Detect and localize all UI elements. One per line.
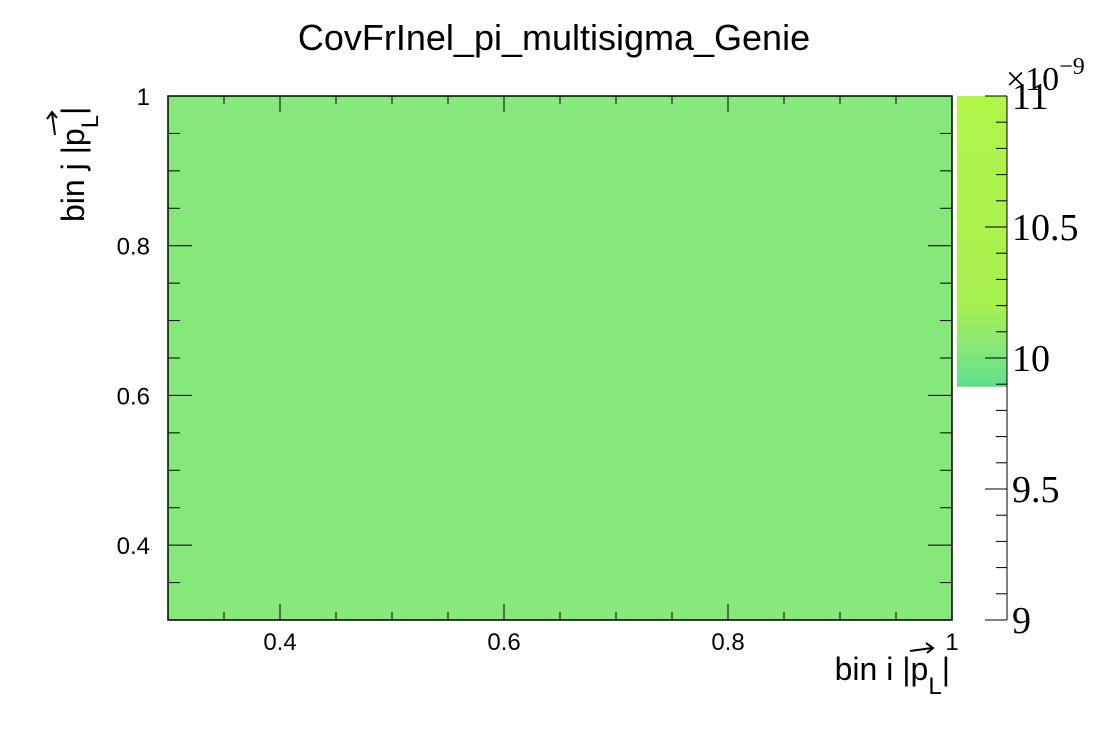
x-axis-title: bin i |pL| xyxy=(835,651,950,700)
y-tick-label: 0.6 xyxy=(117,383,150,410)
y-axis-title-sub: L xyxy=(77,115,104,128)
x-tick-label: 1 xyxy=(945,629,958,656)
chart-title: CovFrInel_pi_multisigma_Genie xyxy=(298,17,810,58)
y-tick-label: 0.8 xyxy=(117,234,150,261)
heatmap-cell xyxy=(168,96,952,620)
x-axis-title-suffix: | xyxy=(942,651,950,687)
x-axis-title-vector-arrow xyxy=(909,642,935,654)
y-tick-label: 0.4 xyxy=(117,533,150,560)
colorbar-fill xyxy=(957,96,1007,387)
title-background xyxy=(248,8,862,66)
x-axis-title-prefix: bin i | xyxy=(835,651,911,687)
x-axis-title-sub: L xyxy=(928,673,941,700)
x-tick-label: 0.8 xyxy=(711,629,744,656)
colorbar-tick-label: 10 xyxy=(1012,338,1050,380)
plot-area: 0.4 0.6 0.8 1 0.4 0.6 0.8 1 xyxy=(117,84,959,656)
y-axis: 0.4 0.6 0.8 1 xyxy=(117,84,952,621)
x-tick-label: 0.4 xyxy=(263,629,296,656)
x-axis: 0.4 0.6 0.8 1 xyxy=(167,96,959,656)
colorbar-exponent-power: −9 xyxy=(1059,54,1085,80)
x-axis-title-var: p xyxy=(911,651,929,687)
colorbar-exponent: ×10−9 xyxy=(1006,54,1085,98)
y-axis-title-vector-arrow xyxy=(46,110,58,136)
colorbar: 9 9.5 10 10.5 11 ×10−9 xyxy=(957,54,1085,642)
colorbar-tick-label: 10.5 xyxy=(1012,207,1079,249)
colorbar-tick-label: 11 xyxy=(1012,76,1049,118)
y-axis-title-var: p xyxy=(55,128,91,146)
colorbar-exponent-base: ×10 xyxy=(1006,61,1059,98)
x-tick-label: 0.6 xyxy=(487,629,520,656)
colorbar-axis: 9 9.5 10 10.5 11 xyxy=(985,76,1079,642)
y-axis-title-suffix: | xyxy=(55,107,91,115)
y-axis-title: bin j |pL| xyxy=(55,107,104,222)
colorbar-tick-label: 9.5 xyxy=(1012,469,1060,511)
y-tick-label: 1 xyxy=(137,84,150,111)
colorbar-tick-label: 9 xyxy=(1012,600,1031,642)
y-axis-title-prefix: bin j | xyxy=(55,146,91,222)
